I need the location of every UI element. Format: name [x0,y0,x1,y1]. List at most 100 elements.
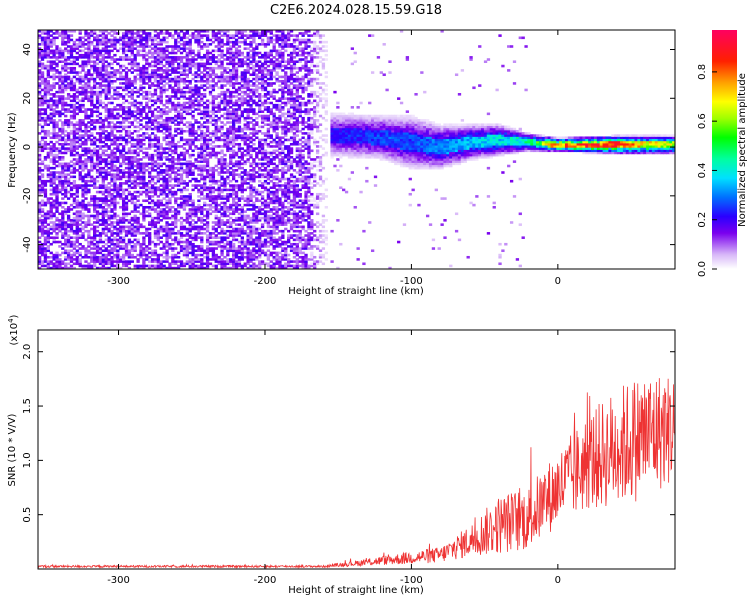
heatmap-cell [49,214,53,218]
heatmap-cell [78,242,82,246]
heatmap-cell [162,247,166,250]
heatmap-cell [84,134,88,137]
heatmap-cell [95,86,100,90]
heatmap-cell [188,88,192,92]
heatmap-cell [205,129,210,133]
heatmap-cell [55,69,59,72]
heatmap-cell [101,136,105,140]
heatmap-cell [64,73,68,77]
heatmap-cell [159,219,163,222]
heatmap-cell [188,125,192,129]
heatmap-cell [174,179,178,183]
heatmap-cell [87,99,91,103]
heatmap-cell [232,51,236,55]
heatmap-cell [150,138,155,142]
heatmap-cell [127,255,132,259]
heatmap-cell [49,34,53,37]
heatmap-cell [179,90,184,94]
heatmap-cell [191,60,195,63]
heatmap-cell [75,251,79,255]
heatmap-cell [234,79,239,83]
heatmap-cell [38,247,42,250]
heatmap-cell [156,219,161,222]
heatmap-cell [87,114,91,118]
heatmap-cell [69,229,74,233]
heatmap-cell [78,247,82,250]
heatmap-cell [208,136,213,140]
heatmap-cell [174,175,178,179]
heatmap-cell [153,121,158,124]
heatmap-cell [38,47,42,50]
heatmap-cell [229,125,233,129]
heatmap-cell [200,169,204,172]
heatmap-cell [121,221,126,224]
heatmap-cell [87,62,91,66]
heatmap-cell [220,86,224,90]
heatmap-cell [55,175,59,179]
heatmap-cell [176,112,181,116]
heatmap-cell [182,110,187,113]
heatmap-cell [84,123,88,126]
heatmap-cell [136,90,140,94]
heatmap-cell [116,95,120,98]
heatmap-cell [93,232,97,235]
heatmap-cell [211,79,216,83]
heatmap-cell [162,136,166,140]
heatmap-cell [220,77,224,81]
heatmap-cell [168,232,172,235]
heatmap-cell [191,210,195,213]
heatmap-cell [182,219,187,222]
heatmap-cell [214,221,218,224]
heatmap-cell [72,138,77,142]
heatmap-cell [234,266,239,269]
heatmap-cell [78,201,82,205]
heatmap-cell [200,47,204,50]
heatmap-cell [176,106,181,109]
heatmap-cell [69,47,74,50]
heatmap-cell [191,64,195,68]
heatmap-cell [69,151,74,155]
heatmap-cell [75,90,79,94]
heatmap-cell [205,225,210,229]
heatmap-cell [182,171,187,174]
heatmap-cell [58,151,62,155]
heatmap-cell [159,192,163,196]
heatmap-cell [162,190,166,194]
heatmap-cell [153,225,158,229]
heatmap-cell [93,208,97,211]
heatmap-cell [188,203,192,207]
heatmap-cell [72,142,77,146]
heatmap-cell [55,123,59,126]
heatmap-cell [64,177,68,181]
heatmap-cell [98,240,103,244]
heatmap-cell [61,106,65,109]
heatmap-cell [38,212,42,216]
heatmap-cell [84,223,88,226]
heatmap-cell [223,142,227,146]
heatmap-cell [179,121,184,124]
heatmap-cell [81,166,85,170]
heatmap-cell [188,266,192,269]
heatmap-cell [113,197,117,200]
heatmap-cell [162,132,166,135]
heatmap-cell [58,49,62,53]
heatmap-cell [113,47,117,50]
heatmap-cell [168,205,172,209]
heatmap-cell [69,138,74,142]
heatmap-cell [237,260,242,263]
heatmap-cell [232,60,236,63]
heatmap-cell [127,125,132,129]
heatmap-cell [93,179,97,183]
heatmap-cell [145,210,149,213]
heatmap-cell [232,114,236,118]
heatmap-cell [200,184,204,187]
heatmap-cell [165,156,169,159]
heatmap-cell [237,134,242,137]
heatmap-cell [43,232,48,235]
heatmap-cell [55,82,59,85]
heatmap-cell [107,88,111,92]
heatmap-cell [93,184,97,187]
heatmap-cell [43,82,48,85]
heatmap-cell [142,134,146,137]
heatmap-cell [66,119,71,122]
